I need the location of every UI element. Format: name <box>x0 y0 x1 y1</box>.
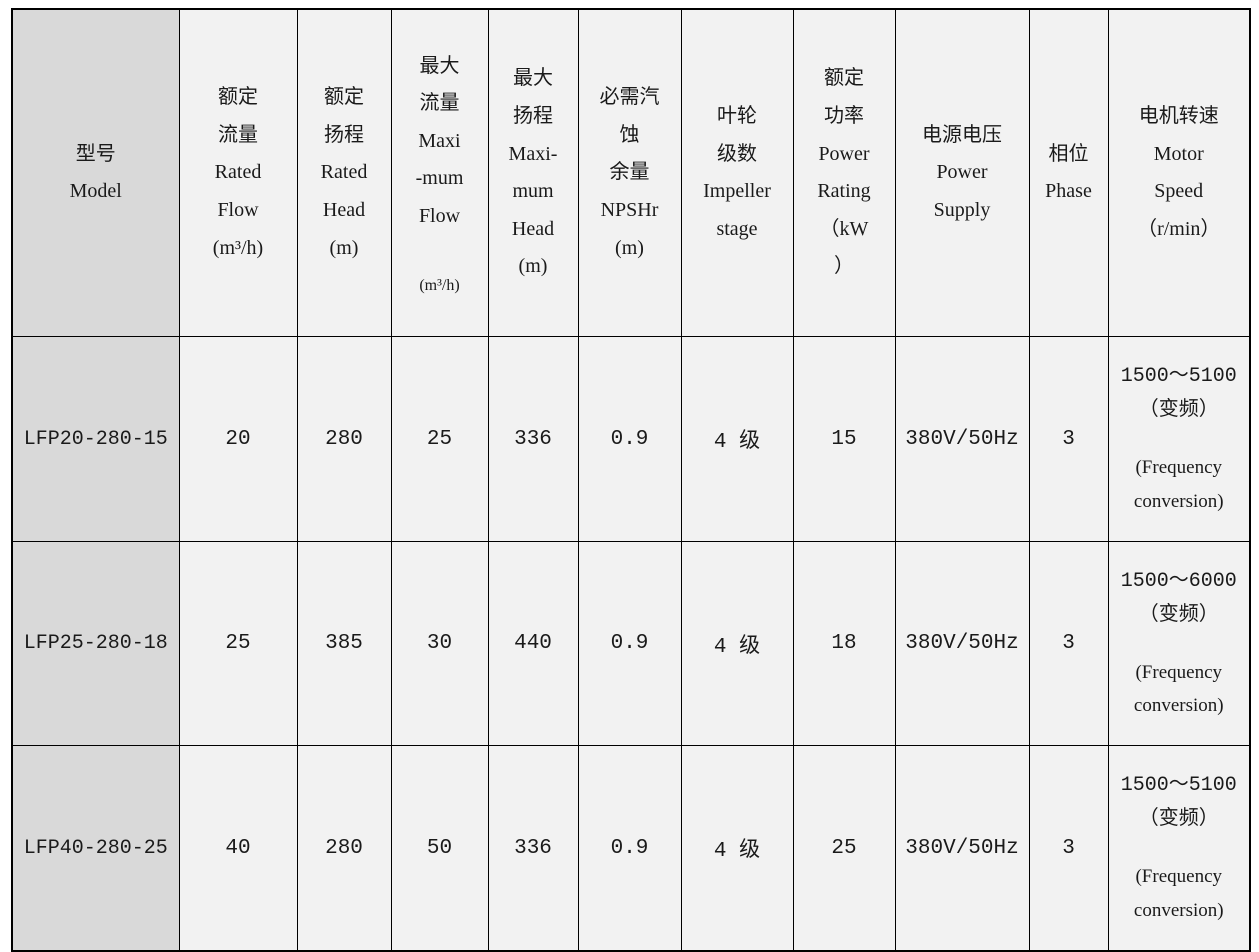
cell-power-rating: 25 <box>792 745 896 952</box>
header-max-flow: 最大 流量 Maxi -mum Flow (m³/h) <box>390 8 489 338</box>
header-phase: 相位 Phase <box>1028 8 1109 338</box>
cell-max-head: 336 <box>487 336 579 542</box>
table-row: LFP25-280-18 25 385 30 440 0.9 4 级 18 38… <box>11 540 1251 747</box>
cell-power-supply: 380V/50Hz <box>894 336 1030 542</box>
cell-motor-speed: 1500～5100 （变频） (Frequency conversion) <box>1107 745 1251 952</box>
cell-max-head: 440 <box>487 540 579 747</box>
motor-speed-range: 1500～5100 （变频） <box>1120 365 1237 423</box>
header-row: 型号 Model 额定 流量 Rated Flow (m³/h) 额定 扬程 R… <box>11 8 1251 338</box>
motor-speed-range: 1500～5100 （变频） <box>1120 774 1237 832</box>
header-power-supply: 电源电压 Power Supply <box>894 8 1030 338</box>
cell-max-flow: 25 <box>390 336 489 542</box>
cell-impeller-stage: 4 级 <box>680 336 794 542</box>
cell-rated-head: 385 <box>296 540 392 747</box>
cell-max-flow: 50 <box>390 745 489 952</box>
cell-rated-flow: 40 <box>178 745 298 952</box>
cell-npshr: 0.9 <box>577 745 682 952</box>
motor-speed-range: 1500～6000 （变频） <box>1120 569 1237 627</box>
cell-motor-speed: 1500～6000 （变频） (Frequency conversion) <box>1107 540 1251 747</box>
header-motor-speed: 电机转速 Motor Speed （r/min） <box>1107 8 1251 338</box>
cell-impeller-stage: 4 级 <box>680 540 794 747</box>
header-rated-head: 额定 扬程 Rated Head (m) <box>296 8 392 338</box>
cell-model: LFP40-280-25 <box>11 745 180 952</box>
motor-speed-note: (Frequency conversion) <box>1133 661 1224 717</box>
cell-max-flow: 30 <box>390 540 489 747</box>
cell-npshr: 0.9 <box>577 336 682 542</box>
pump-spec-table: 型号 Model 额定 流量 Rated Flow (m³/h) 额定 扬程 R… <box>11 8 1251 952</box>
cell-power-supply: 380V/50Hz <box>894 540 1030 747</box>
header-model: 型号 Model <box>11 8 180 338</box>
motor-speed-note: (Frequency conversion) <box>1133 866 1224 921</box>
cell-motor-speed: 1500～5100 （变频） (Frequency conversion) <box>1107 336 1251 542</box>
cell-max-head: 336 <box>487 745 579 952</box>
cell-phase: 3 <box>1028 336 1109 542</box>
cell-power-rating: 15 <box>792 336 896 542</box>
table-row: LFP40-280-25 40 280 50 336 0.9 4 级 25 38… <box>11 745 1251 952</box>
header-impeller-stage: 叶轮 级数 Impeller stage <box>680 8 794 338</box>
cell-phase: 3 <box>1028 540 1109 747</box>
cell-npshr: 0.9 <box>577 540 682 747</box>
cell-power-supply: 380V/50Hz <box>894 745 1030 952</box>
cell-rated-flow: 20 <box>178 336 298 542</box>
cell-model: LFP25-280-18 <box>11 540 180 747</box>
cell-impeller-stage: 4 级 <box>680 745 794 952</box>
header-npshr: 必需汽 蚀 余量 NPSHr (m) <box>577 8 682 338</box>
header-power-rating: 额定 功率 Power Rating （kW ） <box>792 8 896 338</box>
pump-spec-table-container: 型号 Model 额定 流量 Rated Flow (m³/h) 额定 扬程 R… <box>11 8 1251 952</box>
header-max-flow-main: 最大 流量 Maxi -mum Flow <box>415 54 464 227</box>
header-max-head: 最大 扬程 Maxi- mum Head (m) <box>487 8 579 338</box>
cell-phase: 3 <box>1028 745 1109 952</box>
cell-rated-head: 280 <box>296 336 392 542</box>
cell-power-rating: 18 <box>792 540 896 747</box>
cell-model: LFP20-280-15 <box>11 336 180 542</box>
header-max-flow-unit: (m³/h) <box>419 277 460 295</box>
header-rated-flow: 额定 流量 Rated Flow (m³/h) <box>178 8 298 338</box>
cell-rated-head: 280 <box>296 745 392 952</box>
cell-rated-flow: 25 <box>178 540 298 747</box>
motor-speed-note: (Frequency conversion) <box>1133 457 1224 512</box>
table-row: LFP20-280-15 20 280 25 336 0.9 4 级 15 38… <box>11 336 1251 542</box>
